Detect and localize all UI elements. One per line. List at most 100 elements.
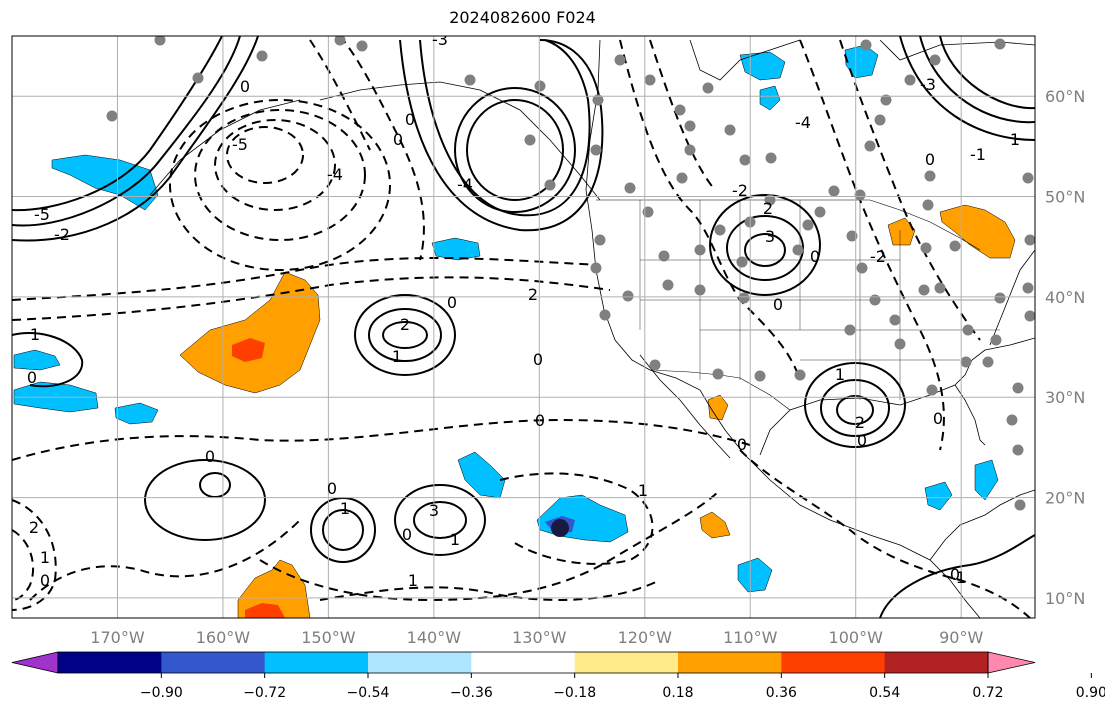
- lat-tick-label: 60°N: [1045, 87, 1085, 106]
- colorbar-segment: [678, 652, 782, 673]
- figure-title: 2024082600 F024: [449, 8, 596, 27]
- colorbar-segment: [58, 652, 162, 673]
- contour-ne-low1: [899, 36, 1035, 141]
- station-dot: [982, 356, 994, 368]
- contour-label: 1: [30, 325, 40, 344]
- contour-alaska-low3: [454, 87, 576, 213]
- station-dot: [694, 284, 706, 296]
- station-dot: [1022, 282, 1034, 294]
- station-dot: [1024, 310, 1035, 322]
- latitude-tick-labels: 10°N 20°N 30°N 40°N 50°N 60°N: [1045, 87, 1085, 608]
- shade-patch-blue-hawaii: [536, 494, 629, 543]
- station-dot: [356, 40, 368, 52]
- contour-se-high: [879, 534, 1035, 618]
- colorbar: [11, 651, 1036, 674]
- station-dot: [926, 384, 938, 396]
- contour-high-us-inner: [744, 233, 786, 267]
- station-dot: [904, 74, 916, 86]
- contour-label: -2: [870, 247, 886, 266]
- station-dot: [869, 294, 881, 306]
- colorbar-extend-high: [987, 651, 1036, 674]
- coastline-baja: [639, 354, 731, 459]
- contour-label: -5: [232, 135, 248, 154]
- station-dot: [860, 39, 872, 51]
- station-dot: [960, 356, 972, 368]
- contour-label: 0: [533, 350, 543, 369]
- contour-label: -2: [732, 181, 748, 200]
- contour-label: -5: [34, 205, 50, 224]
- station-dot: [662, 279, 674, 291]
- contour-dashed-east2: [649, 39, 716, 191]
- contour-label: -1: [950, 568, 966, 587]
- station-dot: [736, 256, 748, 268]
- station-dot: [594, 234, 606, 246]
- lon-tick-label: 120°W: [618, 628, 673, 647]
- contour-label: 3: [765, 227, 775, 246]
- contour-label: 1: [40, 548, 50, 567]
- colorbar-tick-label: −0.36: [450, 685, 493, 701]
- contour-high-west-outer: [354, 294, 456, 376]
- shade-patch-blue-south: [737, 557, 773, 593]
- shade-patch-blue-ne: [844, 44, 879, 79]
- contour-dashed-hawaii: [499, 472, 654, 565]
- central-america: [929, 489, 1035, 561]
- coastline-gulf: [759, 337, 1035, 456]
- contour-zero-left-inner: [199, 472, 231, 498]
- station-dot: [764, 194, 776, 206]
- contour-high-tropic-inner: [413, 501, 467, 539]
- station-dot: [622, 290, 634, 302]
- contour-label: -3: [920, 75, 936, 94]
- contour-label: -1: [970, 145, 986, 164]
- station-dot: [990, 334, 1002, 346]
- contour-label: 0: [27, 368, 37, 387]
- contour-alaska-low4: [466, 99, 564, 201]
- contour-nw-low1: [12, 36, 241, 227]
- station-dot: [154, 36, 166, 46]
- contour-label: 0: [447, 293, 457, 312]
- station-dot: [1014, 499, 1026, 511]
- contour-label: 2: [855, 413, 865, 432]
- shade-patch-blue-gulf2: [924, 481, 953, 511]
- station-dot: [658, 250, 670, 262]
- shade-patch-red-pacific: [232, 338, 265, 362]
- station-dot: [590, 144, 602, 156]
- contours-positive: [12, 36, 1035, 618]
- station-dot: [676, 172, 688, 184]
- colorbar-segment: [884, 652, 989, 673]
- station-dot: [334, 36, 346, 46]
- station-dot: [894, 338, 906, 350]
- station-dot: [534, 80, 546, 92]
- state-lines: [639, 200, 1000, 400]
- colorbar-segment: [161, 652, 266, 673]
- colorbar-segment: [368, 652, 472, 673]
- colorbar-segment: [574, 652, 679, 673]
- shade-patch-orange-south: [237, 559, 311, 618]
- contour-label: 2: [528, 285, 538, 304]
- shade-patch-blue-west2: [114, 402, 159, 425]
- station-dot: [794, 369, 806, 381]
- station-dot: [674, 104, 686, 116]
- longitude-tick-labels: 170°W 160°W 150°W 140°W 130°W 120°W 110°W 100°W…: [90, 628, 983, 647]
- station-dot: [544, 179, 556, 191]
- station-dot: [994, 292, 1006, 304]
- station-dot: [889, 314, 901, 326]
- shade-patch-blue-alaska2: [759, 85, 781, 111]
- contour-dashed-lower2: [259, 489, 721, 602]
- station-dot: [846, 230, 858, 242]
- contour-dashed-tropics: [12, 418, 751, 461]
- contour-ne-low3: [939, 36, 1035, 110]
- contour-low-gulf-of-alaska: [169, 99, 391, 271]
- shade-patch-blue-ne1: [457, 451, 506, 499]
- contour-label: 0: [773, 295, 783, 314]
- contour-label: 1: [340, 499, 350, 518]
- coastline-aleutian: [149, 99, 301, 196]
- station-dot: [918, 284, 930, 296]
- contour-label: 0: [857, 431, 867, 450]
- contour-label: 1: [408, 571, 418, 590]
- shade-patch-orange-mex: [707, 394, 729, 421]
- shade-patch-blue-gulf: [974, 459, 999, 501]
- shade-patch-blue-mid: [431, 237, 481, 261]
- contour-dashed-north2: [309, 39, 371, 151]
- contour-label: 0: [402, 525, 412, 544]
